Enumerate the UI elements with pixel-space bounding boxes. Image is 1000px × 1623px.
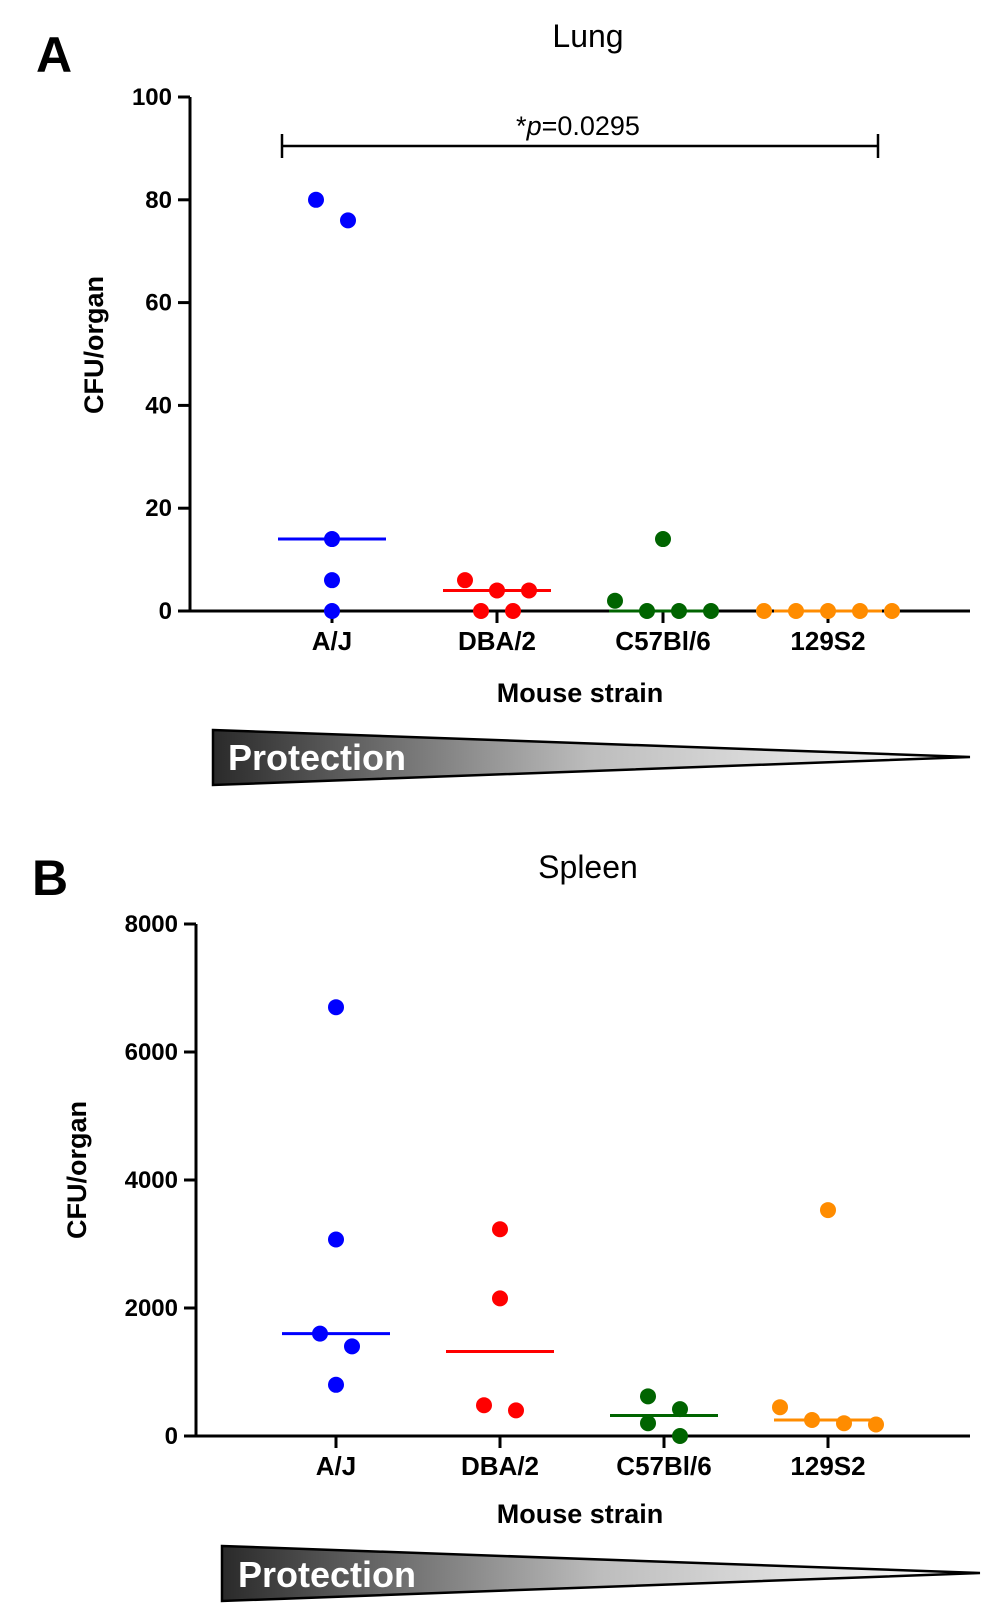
spleen-data-point <box>836 1415 852 1432</box>
lung-data-point <box>340 212 356 229</box>
lung-y-tick-label: 0 <box>159 598 172 625</box>
lung-data-point <box>820 603 836 619</box>
spleen-x-tick-label: C57Bl/6 <box>616 1451 711 1481</box>
spleen-x-tick-label: DBA/2 <box>461 1451 539 1481</box>
protection-gradient-triangle-a <box>211 728 971 787</box>
spleen-y-tick-label: 2000 <box>125 1295 178 1322</box>
lung-data-point <box>655 531 671 548</box>
lung-data-point <box>457 572 473 589</box>
lung-data-point <box>324 531 340 548</box>
panel-letter-b: B <box>32 850 68 906</box>
lung-data-point <box>489 582 505 599</box>
spleen-data-point <box>492 1290 508 1307</box>
protection-label-b: Protection <box>238 1554 416 1595</box>
spleen-data-point <box>820 1202 836 1219</box>
spleen-data-point <box>640 1415 656 1432</box>
lung-x-tick-label: A/J <box>312 626 352 656</box>
spleen-y-tick-label: 4000 <box>125 1167 178 1194</box>
spleen-plot-area: 0 2000 4000 6000 8000 A/J DBA/2 C57Bl/6 129S2 <box>125 911 970 1481</box>
lung-data-point <box>473 603 489 619</box>
spleen-data-point <box>772 1399 788 1416</box>
lung-data-point <box>505 603 521 619</box>
lung-data-point <box>607 592 623 609</box>
lung-y-tick-label: 40 <box>145 392 172 419</box>
spleen-chart-title: Spleen <box>538 849 638 885</box>
spleen-data-point <box>672 1428 688 1444</box>
lung-plot-area: 0 20 40 60 80 100 A/J DBA/2 C57Bl/6 129S2 <box>132 84 970 656</box>
spleen-data-point <box>328 999 344 1016</box>
spleen-y-axis-label: CFU/organ <box>62 1101 92 1239</box>
spleen-data-point <box>328 1376 344 1393</box>
lung-data-point <box>788 603 804 619</box>
lung-y-axis-label: CFU/organ <box>79 276 109 414</box>
lung-data-point <box>671 603 687 619</box>
lung-data-point <box>756 603 772 619</box>
spleen-x-tick-label: 129S2 <box>790 1451 865 1481</box>
lung-data-point <box>324 572 340 589</box>
lung-x-tick-label: DBA/2 <box>458 626 536 656</box>
spleen-data-point <box>328 1231 344 1248</box>
spleen-data-point <box>640 1388 656 1405</box>
spleen-data-point <box>868 1416 884 1433</box>
spleen-data-point <box>476 1397 492 1414</box>
lung-x-tick-label: 129S2 <box>790 626 865 656</box>
lung-data-point <box>703 603 719 619</box>
lung-x-tick-label: C57Bl/6 <box>615 626 710 656</box>
significance-annotation: *p=0.0295 <box>280 111 880 158</box>
lung-data-point <box>324 603 340 619</box>
panel-letter-a: A <box>36 27 72 83</box>
lung-chart-title: Lung <box>552 18 623 54</box>
spleen-y-tick-label: 8000 <box>125 911 178 938</box>
lung-x-axis-label: Mouse strain <box>497 678 664 708</box>
spleen-data-point <box>344 1338 360 1355</box>
lung-y-tick-label: 60 <box>145 290 172 317</box>
spleen-data-point <box>672 1401 688 1418</box>
lung-data-point <box>639 603 655 619</box>
spleen-data-point <box>508 1402 524 1419</box>
significance-text: *p=0.0295 <box>516 111 640 141</box>
spleen-y-tick-label: 6000 <box>125 1039 178 1066</box>
lung-data-point <box>308 191 324 208</box>
lung-data-point <box>884 603 900 619</box>
spleen-data-point <box>804 1412 820 1428</box>
spleen-data-point <box>312 1325 328 1342</box>
lung-y-tick-label: 100 <box>132 84 172 111</box>
spleen-x-axis-label: Mouse strain <box>497 1499 664 1529</box>
lung-data-point <box>521 582 537 599</box>
protection-label-a: Protection <box>228 737 406 778</box>
lung-y-tick-label: 20 <box>145 495 172 522</box>
spleen-data-point <box>492 1221 508 1238</box>
protection-gradient-triangle-b <box>220 1544 981 1603</box>
lung-y-tick-label: 80 <box>145 187 172 214</box>
lung-data-point <box>852 603 868 619</box>
spleen-x-tick-label: A/J <box>316 1451 356 1481</box>
spleen-y-tick-label: 0 <box>165 1423 178 1450</box>
